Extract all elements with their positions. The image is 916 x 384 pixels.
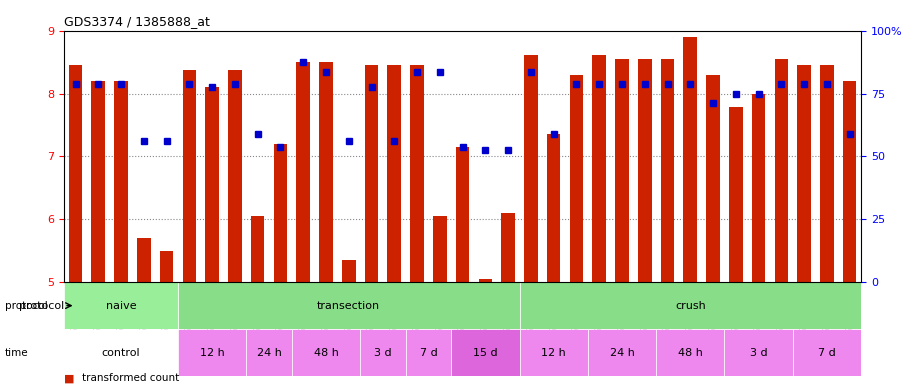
Text: time: time xyxy=(5,348,28,358)
Text: 3 d: 3 d xyxy=(374,348,392,358)
Bar xyxy=(593,55,606,282)
Bar xyxy=(274,144,288,282)
Bar xyxy=(706,75,720,282)
Bar xyxy=(660,59,674,282)
Text: naive: naive xyxy=(105,301,136,311)
Bar xyxy=(547,134,561,282)
Bar xyxy=(360,329,406,376)
Bar xyxy=(137,238,150,282)
Text: transformed count: transformed count xyxy=(82,373,180,383)
Bar xyxy=(297,62,310,282)
Bar xyxy=(387,65,401,282)
Text: GDS3374 / 1385888_at: GDS3374 / 1385888_at xyxy=(64,15,210,28)
Bar xyxy=(820,65,834,282)
Bar xyxy=(205,87,219,282)
Text: transection: transection xyxy=(317,301,380,311)
Text: 12 h: 12 h xyxy=(541,348,566,358)
Bar xyxy=(410,65,424,282)
Text: protocol: protocol xyxy=(5,301,48,311)
Text: ■: ■ xyxy=(64,373,74,383)
Bar xyxy=(319,62,333,282)
Bar xyxy=(725,329,792,376)
Text: 7 d: 7 d xyxy=(818,348,835,358)
Text: 7 d: 7 d xyxy=(420,348,437,358)
Bar xyxy=(69,65,82,282)
Bar xyxy=(406,329,452,376)
Text: control: control xyxy=(102,348,140,358)
Bar xyxy=(478,279,492,282)
Bar xyxy=(729,108,743,282)
Text: 48 h: 48 h xyxy=(678,348,703,358)
Bar xyxy=(638,59,651,282)
Bar xyxy=(456,147,469,282)
Text: protocol: protocol xyxy=(19,301,64,311)
Bar xyxy=(775,59,788,282)
Bar xyxy=(178,329,246,376)
Bar xyxy=(342,260,355,282)
Bar xyxy=(92,81,105,282)
Bar xyxy=(452,329,519,376)
Bar xyxy=(616,59,628,282)
Bar xyxy=(501,213,515,282)
Bar xyxy=(843,81,856,282)
Bar xyxy=(519,329,588,376)
Bar xyxy=(752,94,766,282)
Bar xyxy=(114,81,128,282)
Bar xyxy=(64,282,178,329)
Bar xyxy=(433,216,447,282)
Text: 48 h: 48 h xyxy=(313,348,338,358)
Text: 12 h: 12 h xyxy=(200,348,224,358)
Bar xyxy=(524,55,538,282)
Bar xyxy=(159,251,173,282)
Bar xyxy=(228,70,242,282)
Bar xyxy=(182,70,196,282)
Bar xyxy=(683,37,697,282)
Bar xyxy=(519,282,861,329)
Text: crush: crush xyxy=(675,301,705,311)
Bar xyxy=(246,329,292,376)
Bar xyxy=(792,329,861,376)
Text: 3 d: 3 d xyxy=(750,348,768,358)
Text: 24 h: 24 h xyxy=(609,348,635,358)
Bar xyxy=(656,329,725,376)
Bar xyxy=(797,65,811,282)
Text: 24 h: 24 h xyxy=(256,348,281,358)
Bar xyxy=(64,329,178,376)
Bar xyxy=(365,65,378,282)
Bar xyxy=(588,329,656,376)
Bar xyxy=(292,329,360,376)
Bar xyxy=(570,75,583,282)
Text: 15 d: 15 d xyxy=(473,348,497,358)
Bar xyxy=(178,282,519,329)
Bar xyxy=(251,216,265,282)
